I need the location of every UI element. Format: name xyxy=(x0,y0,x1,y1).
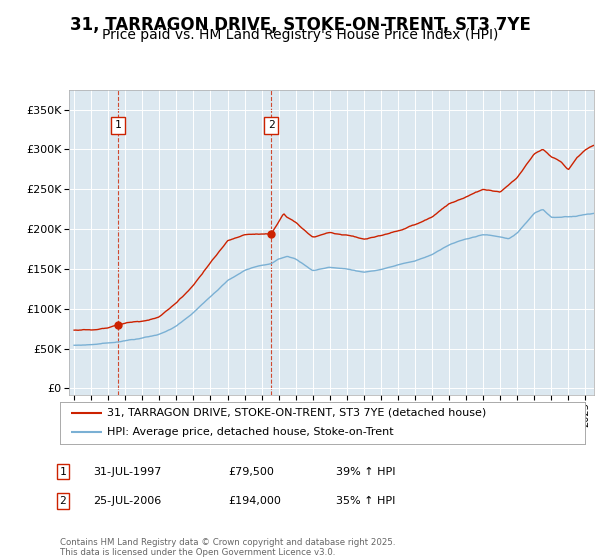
Text: 2: 2 xyxy=(59,496,67,506)
Text: £194,000: £194,000 xyxy=(228,496,281,506)
Text: 39% ↑ HPI: 39% ↑ HPI xyxy=(336,466,395,477)
Text: 1: 1 xyxy=(59,466,67,477)
Text: £79,500: £79,500 xyxy=(228,466,274,477)
Text: 31, TARRAGON DRIVE, STOKE-ON-TRENT, ST3 7YE: 31, TARRAGON DRIVE, STOKE-ON-TRENT, ST3 … xyxy=(70,16,530,34)
Text: Price paid vs. HM Land Registry's House Price Index (HPI): Price paid vs. HM Land Registry's House … xyxy=(102,28,498,42)
Text: 2: 2 xyxy=(268,120,275,130)
Text: HPI: Average price, detached house, Stoke-on-Trent: HPI: Average price, detached house, Stok… xyxy=(107,427,394,437)
Text: 31, TARRAGON DRIVE, STOKE-ON-TRENT, ST3 7YE (detached house): 31, TARRAGON DRIVE, STOKE-ON-TRENT, ST3 … xyxy=(107,408,487,418)
Text: 31-JUL-1997: 31-JUL-1997 xyxy=(93,466,161,477)
Text: 25-JUL-2006: 25-JUL-2006 xyxy=(93,496,161,506)
Text: 1: 1 xyxy=(115,120,121,130)
Text: Contains HM Land Registry data © Crown copyright and database right 2025.
This d: Contains HM Land Registry data © Crown c… xyxy=(60,538,395,557)
Text: 35% ↑ HPI: 35% ↑ HPI xyxy=(336,496,395,506)
